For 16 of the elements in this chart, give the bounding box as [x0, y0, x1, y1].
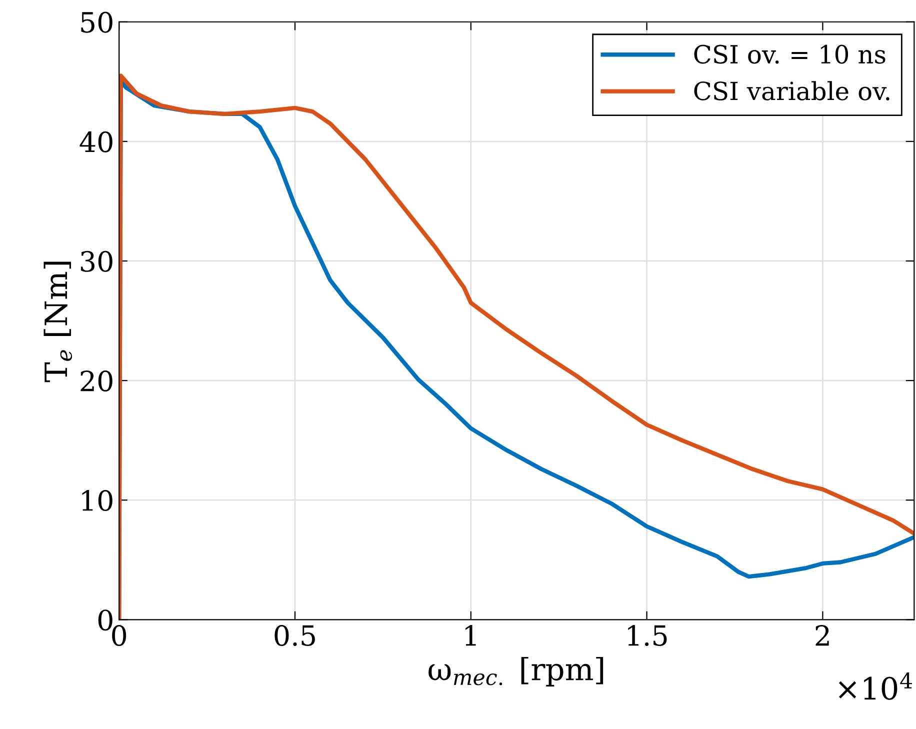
x-tick-label: 1.5: [628, 625, 667, 646]
y-tick-label: 30: [80, 250, 112, 272]
legend-label: CSI variable ov.: [694, 81, 890, 100]
legend-label: CSI ov. = 10 ns: [694, 44, 886, 64]
y-tick-label: 40: [80, 131, 112, 152]
x-axis-title: ω$_{mec.}$ [rpm]: [428, 656, 604, 687]
y-tick-label: 0: [98, 610, 112, 631]
text: ×10$^{4}$: [838, 672, 912, 700]
y-tick-label: 50: [81, 12, 112, 33]
y-axis-title: T$_{e}$ [Nm]: [44, 262, 72, 382]
x-tick-label: 0.5: [274, 625, 315, 646]
x-tick-label: 0: [112, 625, 126, 646]
y-tick-label: 10: [82, 490, 112, 512]
x-tick-label: 2: [816, 625, 829, 646]
x-tick-label: 1: [465, 625, 476, 646]
y-tick-label: 20: [80, 370, 112, 392]
